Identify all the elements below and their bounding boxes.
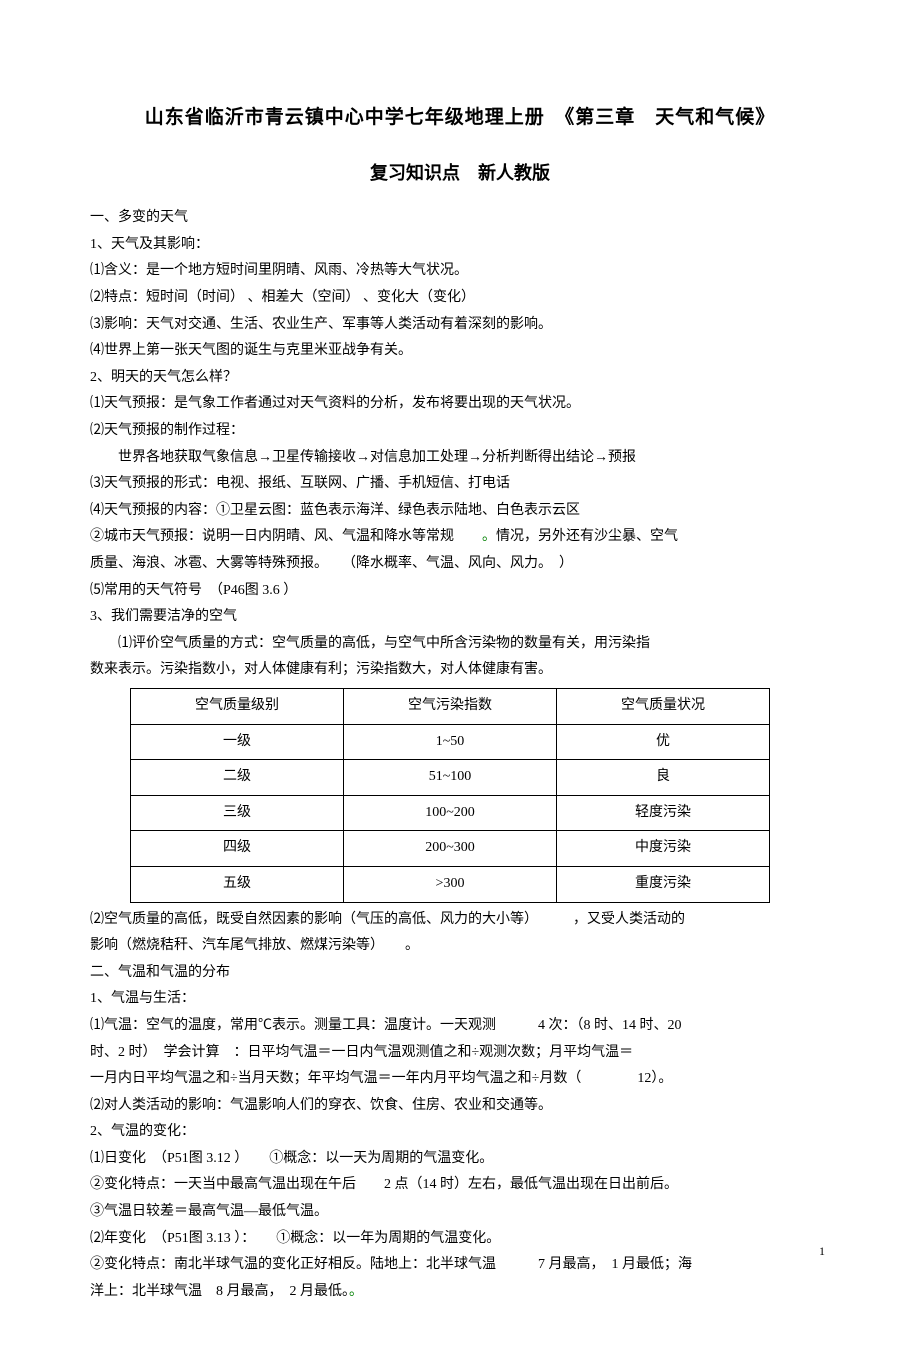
table-cell: 良 xyxy=(557,760,770,796)
table-cell: 200~300 xyxy=(344,831,557,867)
sec2-point-1: 1、气温与生活： xyxy=(90,986,830,1013)
sec2-point-1-1c: 一月内日平均气温之和÷当月天数；年平均气温＝一年内月平均气温之和÷月数（ 12）… xyxy=(90,1066,830,1093)
table-cell: 重度污染 xyxy=(557,866,770,902)
point-2-4b-a: ②城市天气预报：说明一日内阴晴、风、气温和降水等常规 xyxy=(90,529,482,544)
point-2-1: ⑴天气预报：是气象工作者通过对天气资料的分析，发布将要出现的天气状况。 xyxy=(90,391,830,418)
table-cell: 中度污染 xyxy=(557,831,770,867)
sec2-point-2-1b: ②变化特点：一天当中最高气温出现在午后 2 点（14 时）左右，最低气温出现在日… xyxy=(90,1172,830,1199)
table-row: 五级 >300 重度污染 xyxy=(131,866,770,902)
table-header-cell: 空气质量状况 xyxy=(557,688,770,724)
table-cell: 三级 xyxy=(131,795,344,831)
sec2-point-2-2b: ②变化特点：南北半球气温的变化正好相反。陆地上：北半球气温 7 月最高， 1 月… xyxy=(90,1252,830,1279)
green-dot-2: 。 xyxy=(349,1284,363,1299)
table-row: 三级 100~200 轻度污染 xyxy=(131,795,770,831)
table-header-cell: 空气污染指数 xyxy=(344,688,557,724)
sec2-point-1-1a: ⑴气温：空气的温度，常用℃表示。测量工具：温度计。一天观测 4 次：（8 时、1… xyxy=(90,1013,830,1040)
section-1-heading: 一、多变的天气 xyxy=(90,205,830,232)
sec2-point-2-2c: 洋上：北半球气温 8 月最高， 2 月最低。。 xyxy=(90,1279,830,1306)
section-2-heading: 二、气温和气温的分布 xyxy=(90,960,830,987)
table-cell: 一级 xyxy=(131,724,344,760)
point-1: 1、天气及其影响： xyxy=(90,232,830,259)
sec2-point-2-2: ⑵年变化 （P51图 3.13 ）： ①概念：以一年为周期的气温变化。 xyxy=(90,1226,830,1253)
point-2-3: ⑶天气预报的形式：电视、报纸、互联网、广播、手机短信、打电话 xyxy=(90,471,830,498)
point-2-2: ⑵天气预报的制作过程： xyxy=(90,418,830,445)
point-3-2b: 影响（燃烧秸秆、汽车尾气排放、燃煤污染等） 。 xyxy=(90,933,830,960)
page-number: 1 xyxy=(819,1240,825,1263)
table-cell: 轻度污染 xyxy=(557,795,770,831)
air-quality-table: 空气质量级别 空气污染指数 空气质量状况 一级 1~50 优 二级 51~100… xyxy=(130,688,770,903)
point-1-4: ⑷世界上第一张天气图的诞生与克里米亚战争有关。 xyxy=(90,338,830,365)
table-cell: 五级 xyxy=(131,866,344,902)
table-cell: >300 xyxy=(344,866,557,902)
point-2: 2、明天的天气怎么样？ xyxy=(90,365,830,392)
point-2-4: ⑷天气预报的内容：①卫星云图：蓝色表示海洋、绿色表示陆地、白色表示云区 xyxy=(90,498,830,525)
point-2-4-line2: ②城市天气预报：说明一日内阴晴、风、气温和降水等常规 。情况，另外还有沙尘暴、空… xyxy=(90,524,830,551)
sec2-point-1-2: ⑵对人类活动的影响：气温影响人们的穿衣、饮食、住房、农业和交通等。 xyxy=(90,1093,830,1120)
table-cell: 二级 xyxy=(131,760,344,796)
point-3: 3、我们需要洁净的空气 xyxy=(90,604,830,631)
table-row: 一级 1~50 优 xyxy=(131,724,770,760)
point-2-4c: 质量、海浪、冰雹、大雾等特殊预报。 （降水概率、气温、风向、风力。 ） xyxy=(90,551,830,578)
point-3-1: ⑴评价空气质量的方式：空气质量的高低，与空气中所含污染物的数量有关，用污染指 xyxy=(90,631,830,658)
table-cell: 1~50 xyxy=(344,724,557,760)
sec2-point-2-1: ⑴日变化 （P51图 3.12 ） ①概念：以一天为周期的气温变化。 xyxy=(90,1146,830,1173)
table-row: 二级 51~100 良 xyxy=(131,760,770,796)
sec2-point-2-2c-text: 洋上：北半球气温 8 月最高， 2 月最低。 xyxy=(90,1284,349,1299)
point-1-2: ⑵特点：短时间（时间） 、相差大（空间） 、变化大（变化） xyxy=(90,285,830,312)
sec2-point-2-1c: ③气温日较差＝最高气温—最低气温。 xyxy=(90,1199,830,1226)
point-2-4b-b: 情况，另外还有沙尘暴、空气 xyxy=(496,529,678,544)
point-3-1b: 数来表示。污染指数小，对人体健康有利；污染指数大，对人体健康有害。 xyxy=(90,657,830,684)
point-1-1: ⑴含义：是一个地方短时间里阴晴、风雨、冷热等大气状况。 xyxy=(90,258,830,285)
sec2-point-2: 2、气温的变化： xyxy=(90,1119,830,1146)
point-2-5: ⑸常用的天气符号 （P46图 3.6 ） xyxy=(90,578,830,605)
green-dot-1: 。 xyxy=(482,529,496,544)
point-3-2: ⑵空气质量的高低，既受自然因素的影响（气压的高低、风力的大小等） ，又受人类活动… xyxy=(90,907,830,934)
point-1-3: ⑶影响：天气对交通、生活、农业生产、军事等人类活动有着深刻的影响。 xyxy=(90,312,830,339)
table-cell: 100~200 xyxy=(344,795,557,831)
point-2-2b: 世界各地获取气象信息→卫星传输接收→对信息加工处理→分析判断得出结论→预报 xyxy=(90,445,830,472)
table-header-cell: 空气质量级别 xyxy=(131,688,344,724)
table-cell: 四级 xyxy=(131,831,344,867)
doc-title: 山东省临沂市青云镇中心中学七年级地理上册 《第三章 天气和气候》 xyxy=(90,100,830,136)
sec2-point-1-1b: 时、2 时） 学会计算 ：日平均气温＝一日内气温观测值之和÷观测次数；月平均气温… xyxy=(90,1040,830,1067)
table-cell: 优 xyxy=(557,724,770,760)
table-row: 四级 200~300 中度污染 xyxy=(131,831,770,867)
doc-subtitle: 复习知识点 新人教版 xyxy=(90,156,830,190)
table-cell: 51~100 xyxy=(344,760,557,796)
table-header-row: 空气质量级别 空气污染指数 空气质量状况 xyxy=(131,688,770,724)
